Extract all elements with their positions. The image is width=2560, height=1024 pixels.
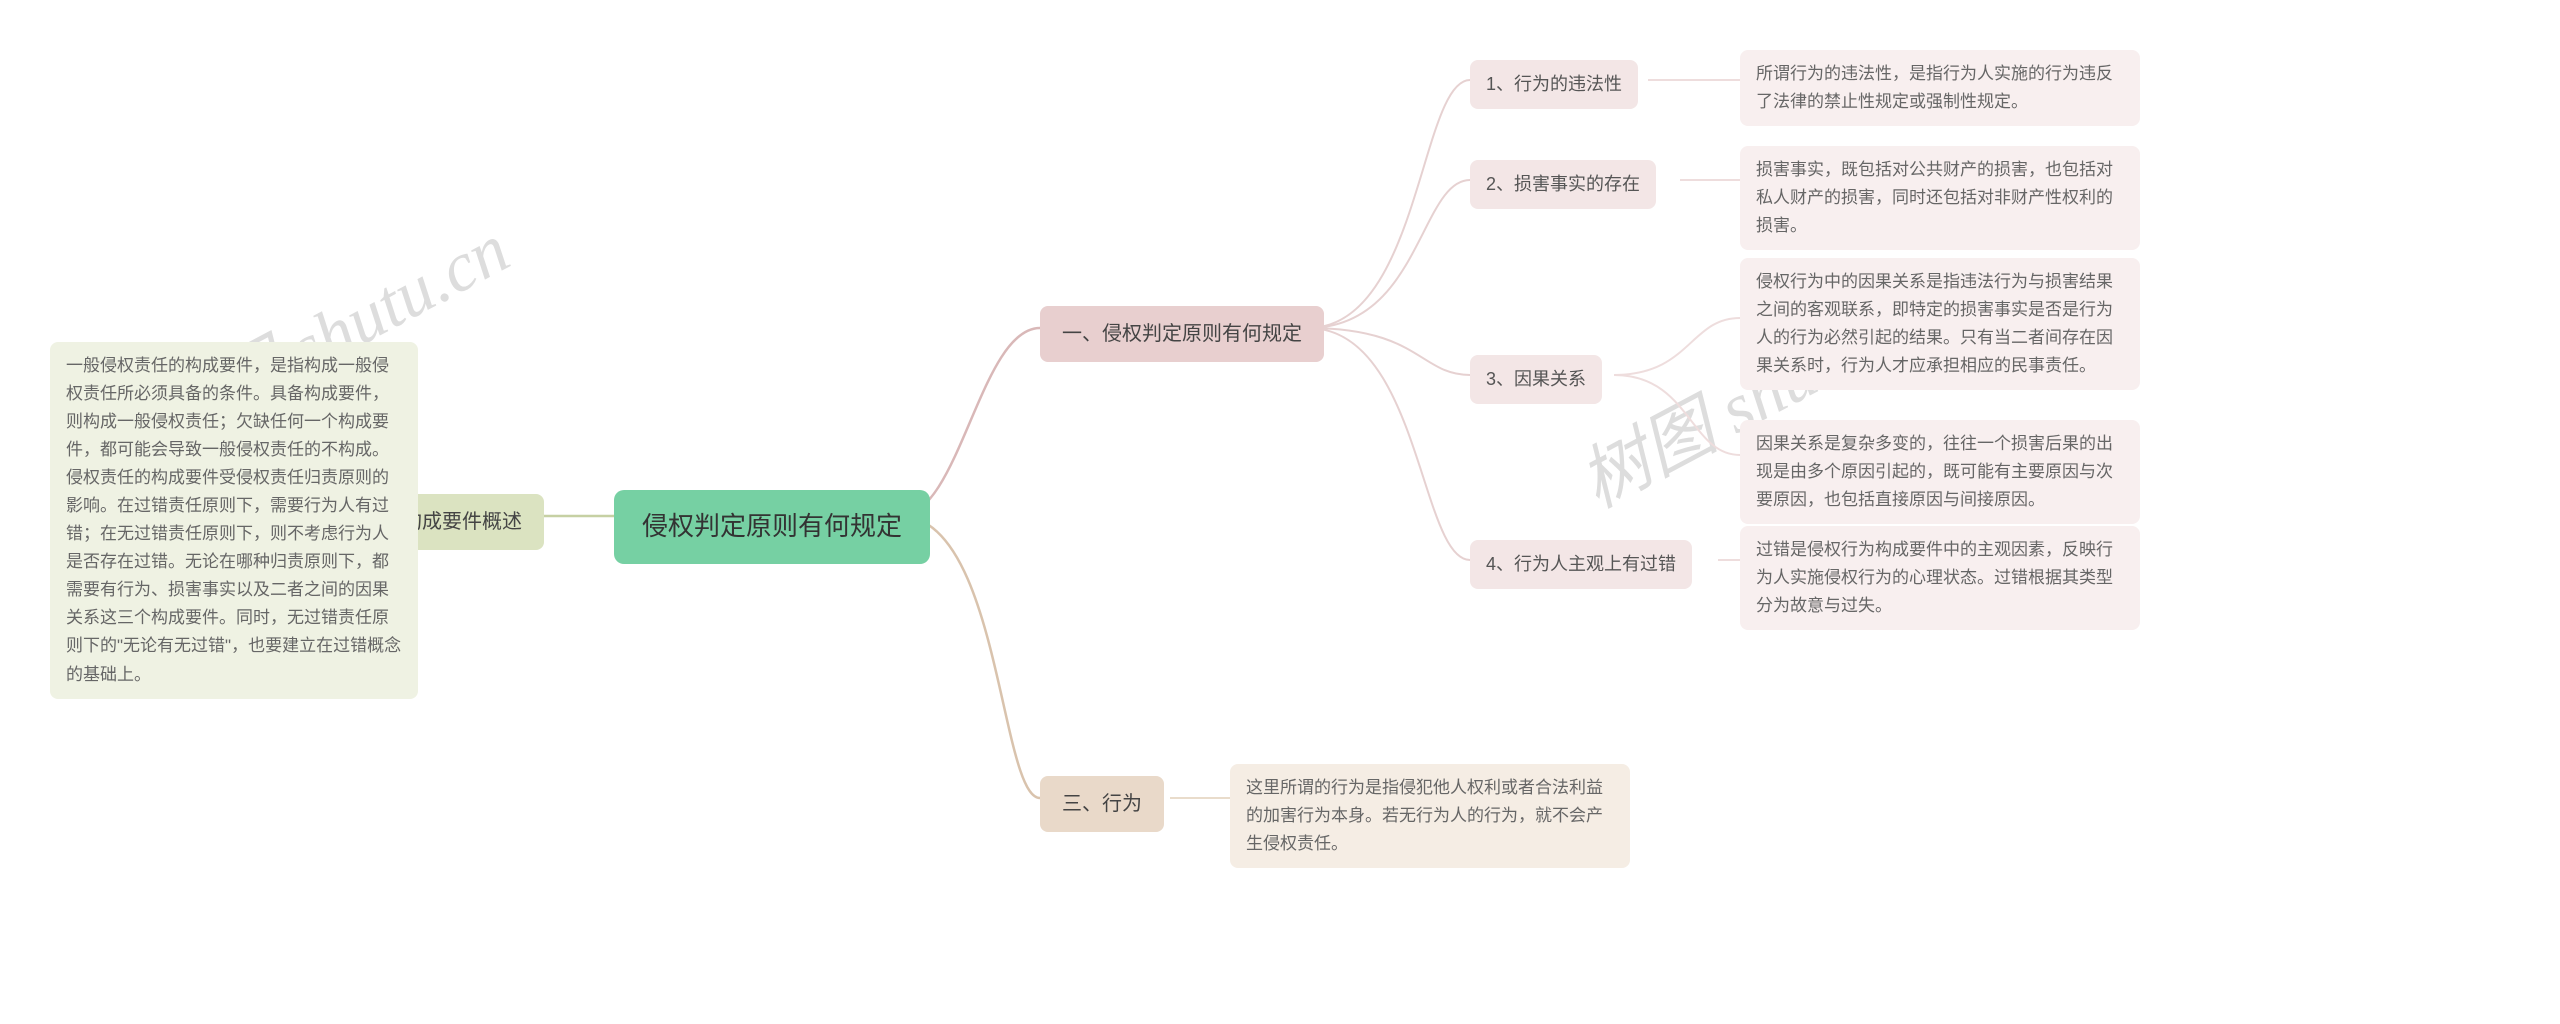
leaf-branch2: 一般侵权责任的构成要件，是指构成一般侵权责任所必须具备的条件。具备构成要件，则构… xyxy=(50,342,418,699)
sub-3[interactable]: 3、因果关系 xyxy=(1470,355,1602,404)
leaf-1: 所谓行为的违法性，是指行为人实施的行为违反了法律的禁止性规定或强制性规定。 xyxy=(1740,50,2140,126)
leaf-branch3: 这里所谓的行为是指侵犯他人权利或者合法利益的加害行为本身。若无行为人的行为，就不… xyxy=(1230,764,1630,868)
branch-3[interactable]: 三、行为 xyxy=(1040,776,1164,832)
leaf-3b: 因果关系是复杂多变的，往往一个损害后果的出现是由多个原因引起的，既可能有主要原因… xyxy=(1740,420,2140,524)
branch-1[interactable]: 一、侵权判定原则有何规定 xyxy=(1040,306,1324,362)
sub-1[interactable]: 1、行为的违法性 xyxy=(1470,60,1638,109)
sub-2[interactable]: 2、损害事实的存在 xyxy=(1470,160,1656,209)
sub-4[interactable]: 4、行为人主观上有过错 xyxy=(1470,540,1692,589)
leaf-4: 过错是侵权行为构成要件中的主观因素，反映行为人实施侵权行为的心理状态。过错根据其… xyxy=(1740,526,2140,630)
leaf-3a: 侵权行为中的因果关系是指违法行为与损害结果之间的客观联系，即特定的损害事实是否是… xyxy=(1740,258,2140,390)
root-node[interactable]: 侵权判定原则有何规定 xyxy=(614,490,930,564)
leaf-2: 损害事实，既包括对公共财产的损害，也包括对私人财产的损害，同时还包括对非财产性权… xyxy=(1740,146,2140,250)
